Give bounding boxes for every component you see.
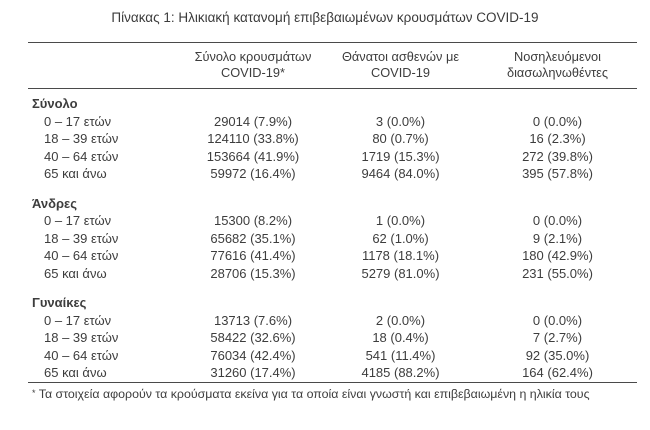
page: Πίνακας 1: Ηλικιακή κατανομή επιβεβαιωμέ…	[28, 10, 640, 402]
intubated-cell: 16 (2.3%)	[529, 131, 586, 146]
age-label-cell: 18 – 39 ετών	[44, 131, 119, 146]
age-label-cell: 0 – 17 ετών	[44, 113, 112, 129]
table-body: Σύνολο 0 – 17 ετών 29014 (7.9%) 3 (0.0%) 0 (…	[28, 89, 637, 383]
data-row: 40 – 64 ετών 153664 (41.9%) 1719 (15.3%) 27…	[28, 148, 637, 166]
section-header-row: Γυναίκες	[28, 282, 637, 312]
data-row: 65 και άνω 59972 (16.4%) 9464 (84.0%) 395 (…	[28, 165, 637, 183]
age-label-cell: 18 – 39 ετών	[44, 330, 119, 345]
header-row: Σύνολο κρουσμάτων COVID-19* Θάνατοι ασθε…	[28, 42, 637, 89]
cases-cell: 13713 (7.6%)	[213, 312, 293, 328]
data-row: 0 – 17 ετών 29014 (7.9%) 3 (0.0%) 0 (0.0%)	[28, 113, 637, 131]
footnote-text: Τα στοιχεία αφορούν τα κρούσματα εκείνα …	[35, 386, 590, 401]
cases-cell: 31260 (17.4%)	[210, 365, 296, 380]
section-label-cell: Σύνολο	[32, 96, 78, 111]
intubated-cell: 92 (35.0%)	[525, 347, 590, 363]
intubated-cell: 0 (0.0%)	[532, 213, 583, 228]
intubated-cell: 164 (62.4%)	[522, 365, 593, 380]
col-header-deaths-line2: COVID-19	[370, 65, 431, 80]
deaths-cell: 2 (0.0%)	[375, 312, 426, 328]
deaths-cell: 5279 (81.0%)	[361, 265, 440, 281]
cases-cell: 29014 (7.9%)	[213, 113, 293, 129]
section-label-cell: Άνδρες	[32, 195, 77, 211]
col-header-deaths-line1: Θάνατοι ασθενών με	[341, 49, 460, 64]
data-row: 18 – 39 ετών 124110 (33.8%) 80 (0.7%) 16 (2…	[28, 130, 637, 148]
footnote: * Τα στοιχεία αφορούν τα κρούσματα εκείν…	[32, 387, 640, 402]
intubated-cell: 0 (0.0%)	[532, 312, 583, 328]
table-header: Σύνολο κρουσμάτων COVID-19* Θάνατοι ασθε…	[28, 42, 637, 89]
deaths-cell: 9464 (84.0%)	[361, 166, 440, 181]
col-header-cases-line1: Σύνολο κρουσμάτων	[194, 49, 312, 64]
section-header-row: Άνδρες	[28, 183, 637, 213]
cases-cell: 58422 (32.6%)	[210, 330, 296, 345]
col-header-intubated-line1: Νοσηλευόμενοι	[513, 49, 602, 64]
intubated-cell: 395 (57.8%)	[522, 166, 593, 181]
deaths-cell: 18 (0.4%)	[372, 330, 429, 345]
age-label-cell: 18 – 39 ετών	[44, 230, 119, 246]
data-row: 40 – 64 ετών 76034 (42.4%) 541 (11.4%) 92 (…	[28, 347, 637, 365]
section-header-row: Σύνολο	[28, 89, 637, 113]
cases-cell: 77616 (41.4%)	[210, 248, 296, 263]
data-row: 18 – 39 ετών 58422 (32.6%) 18 (0.4%) 7 (2.7…	[28, 329, 637, 347]
cases-cell: 15300 (8.2%)	[213, 213, 293, 228]
deaths-cell: 4185 (88.2%)	[361, 365, 440, 380]
deaths-cell: 3 (0.0%)	[375, 113, 426, 129]
col-header-empty	[28, 42, 183, 89]
deaths-cell: 1178 (18.1%)	[361, 248, 440, 263]
data-row: 0 – 17 ετών 15300 (8.2%) 1 (0.0%) 0 (0.0%)	[28, 212, 637, 230]
age-label-cell: 65 και άνω	[44, 265, 107, 281]
footnote-asterisk: *	[32, 387, 36, 398]
age-label-cell: 0 – 17 ετών	[44, 213, 112, 228]
deaths-cell: 62 (1.0%)	[372, 230, 429, 246]
data-row: 65 και άνω 28706 (15.3%) 5279 (81.0%) 231 (…	[28, 265, 637, 283]
col-header-intubated: Νοσηλευόμενοι διασωληνωθέντες	[478, 42, 637, 89]
data-row: 0 – 17 ετών 13713 (7.6%) 2 (0.0%) 0 (0.0%)	[28, 312, 637, 330]
col-header-deaths: Θάνατοι ασθενών με COVID-19	[323, 42, 478, 89]
age-label-cell: 40 – 64 ετών	[44, 148, 119, 164]
intubated-cell: 180 (42.9%)	[522, 248, 593, 263]
intubated-cell: 9 (2.1%)	[532, 230, 583, 246]
col-header-cases: Σύνολο κρουσμάτων COVID-19*	[183, 42, 323, 89]
covid-age-distribution-table: Σύνολο κρουσμάτων COVID-19* Θάνατοι ασθε…	[28, 42, 637, 383]
section-label-cell: Γυναίκες	[32, 295, 87, 310]
deaths-cell: 1 (0.0%)	[375, 213, 426, 228]
deaths-cell: 1719 (15.3%)	[361, 148, 440, 164]
data-row: 65 και άνω 31260 (17.4%) 4185 (88.2%) 164 (…	[28, 364, 637, 382]
intubated-cell: 7 (2.7%)	[532, 330, 583, 345]
cases-cell: 59972 (16.4%)	[210, 166, 296, 181]
intubated-cell: 272 (39.8%)	[522, 148, 593, 164]
age-label-cell: 40 – 64 ετών	[44, 347, 119, 363]
intubated-cell: 231 (55.0%)	[522, 265, 593, 281]
col-header-intubated-line2: διασωληνωθέντες	[506, 65, 609, 80]
data-row: 18 – 39 ετών 65682 (35.1%) 62 (1.0%) 9 (2.1…	[28, 230, 637, 248]
cases-cell: 65682 (35.1%)	[210, 230, 296, 246]
report-title: Πίνακας 1: Ηλικιακή κατανομή επιβεβαιωμέ…	[111, 10, 539, 25]
cases-cell: 124110 (33.8%)	[207, 131, 299, 146]
deaths-cell: 541 (11.4%)	[365, 347, 436, 363]
age-label-cell: 0 – 17 ετών	[44, 312, 112, 328]
cases-cell: 153664 (41.9%)	[206, 148, 300, 164]
age-label-cell: 65 και άνω	[44, 365, 107, 380]
deaths-cell: 80 (0.7%)	[372, 131, 429, 146]
age-label-cell: 40 – 64 ετών	[44, 248, 119, 263]
cases-cell: 76034 (42.4%)	[210, 347, 296, 363]
age-label-cell: 65 και άνω	[44, 166, 107, 181]
data-row: 40 – 64 ετών 77616 (41.4%) 1178 (18.1%) 180…	[28, 247, 637, 265]
intubated-cell: 0 (0.0%)	[532, 113, 583, 129]
col-header-cases-line2: COVID-19*	[220, 65, 285, 80]
cases-cell: 28706 (15.3%)	[210, 265, 296, 281]
